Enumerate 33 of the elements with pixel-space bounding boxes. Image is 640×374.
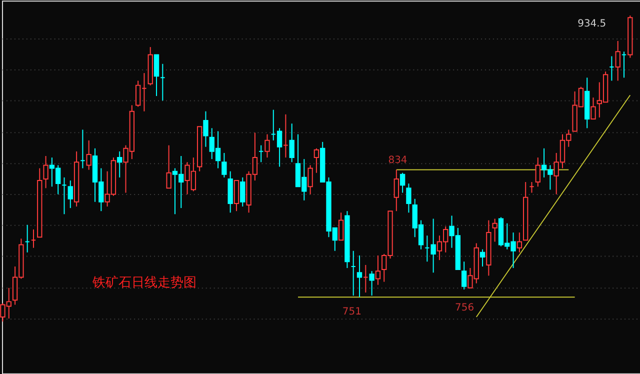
text: 铁矿石日线走势图 xyxy=(92,276,197,291)
candlestick xyxy=(240,176,246,208)
annotation: 834 xyxy=(388,155,408,166)
annotation: 751 xyxy=(342,306,362,318)
candlestick xyxy=(615,40,620,82)
candlestick xyxy=(394,169,399,212)
candlestick xyxy=(535,157,540,188)
candlestick xyxy=(308,164,313,195)
candlestick xyxy=(289,123,294,163)
candlestick xyxy=(480,248,486,267)
candlestick xyxy=(234,180,240,212)
candlestick xyxy=(461,261,467,290)
candlestick xyxy=(492,218,498,242)
candlestick xyxy=(264,134,270,158)
candlestick xyxy=(154,54,160,97)
candlestick xyxy=(43,156,48,189)
candlestick xyxy=(86,140,92,170)
candlestick xyxy=(400,172,406,194)
candlestick xyxy=(516,232,522,253)
candlestick xyxy=(338,212,344,241)
candlestick xyxy=(406,183,412,214)
candlestick xyxy=(166,144,172,189)
candlestick xyxy=(369,270,374,296)
candlestick xyxy=(68,180,73,209)
candlestick xyxy=(590,97,596,120)
candlestick xyxy=(314,148,320,174)
candlestick xyxy=(117,150,122,178)
annotation: 756 xyxy=(455,302,474,314)
candlestick xyxy=(375,254,381,286)
candlestick xyxy=(203,110,208,148)
candlestick xyxy=(356,254,362,298)
candlestick xyxy=(222,152,227,178)
annotation: 934.5 xyxy=(578,18,606,30)
